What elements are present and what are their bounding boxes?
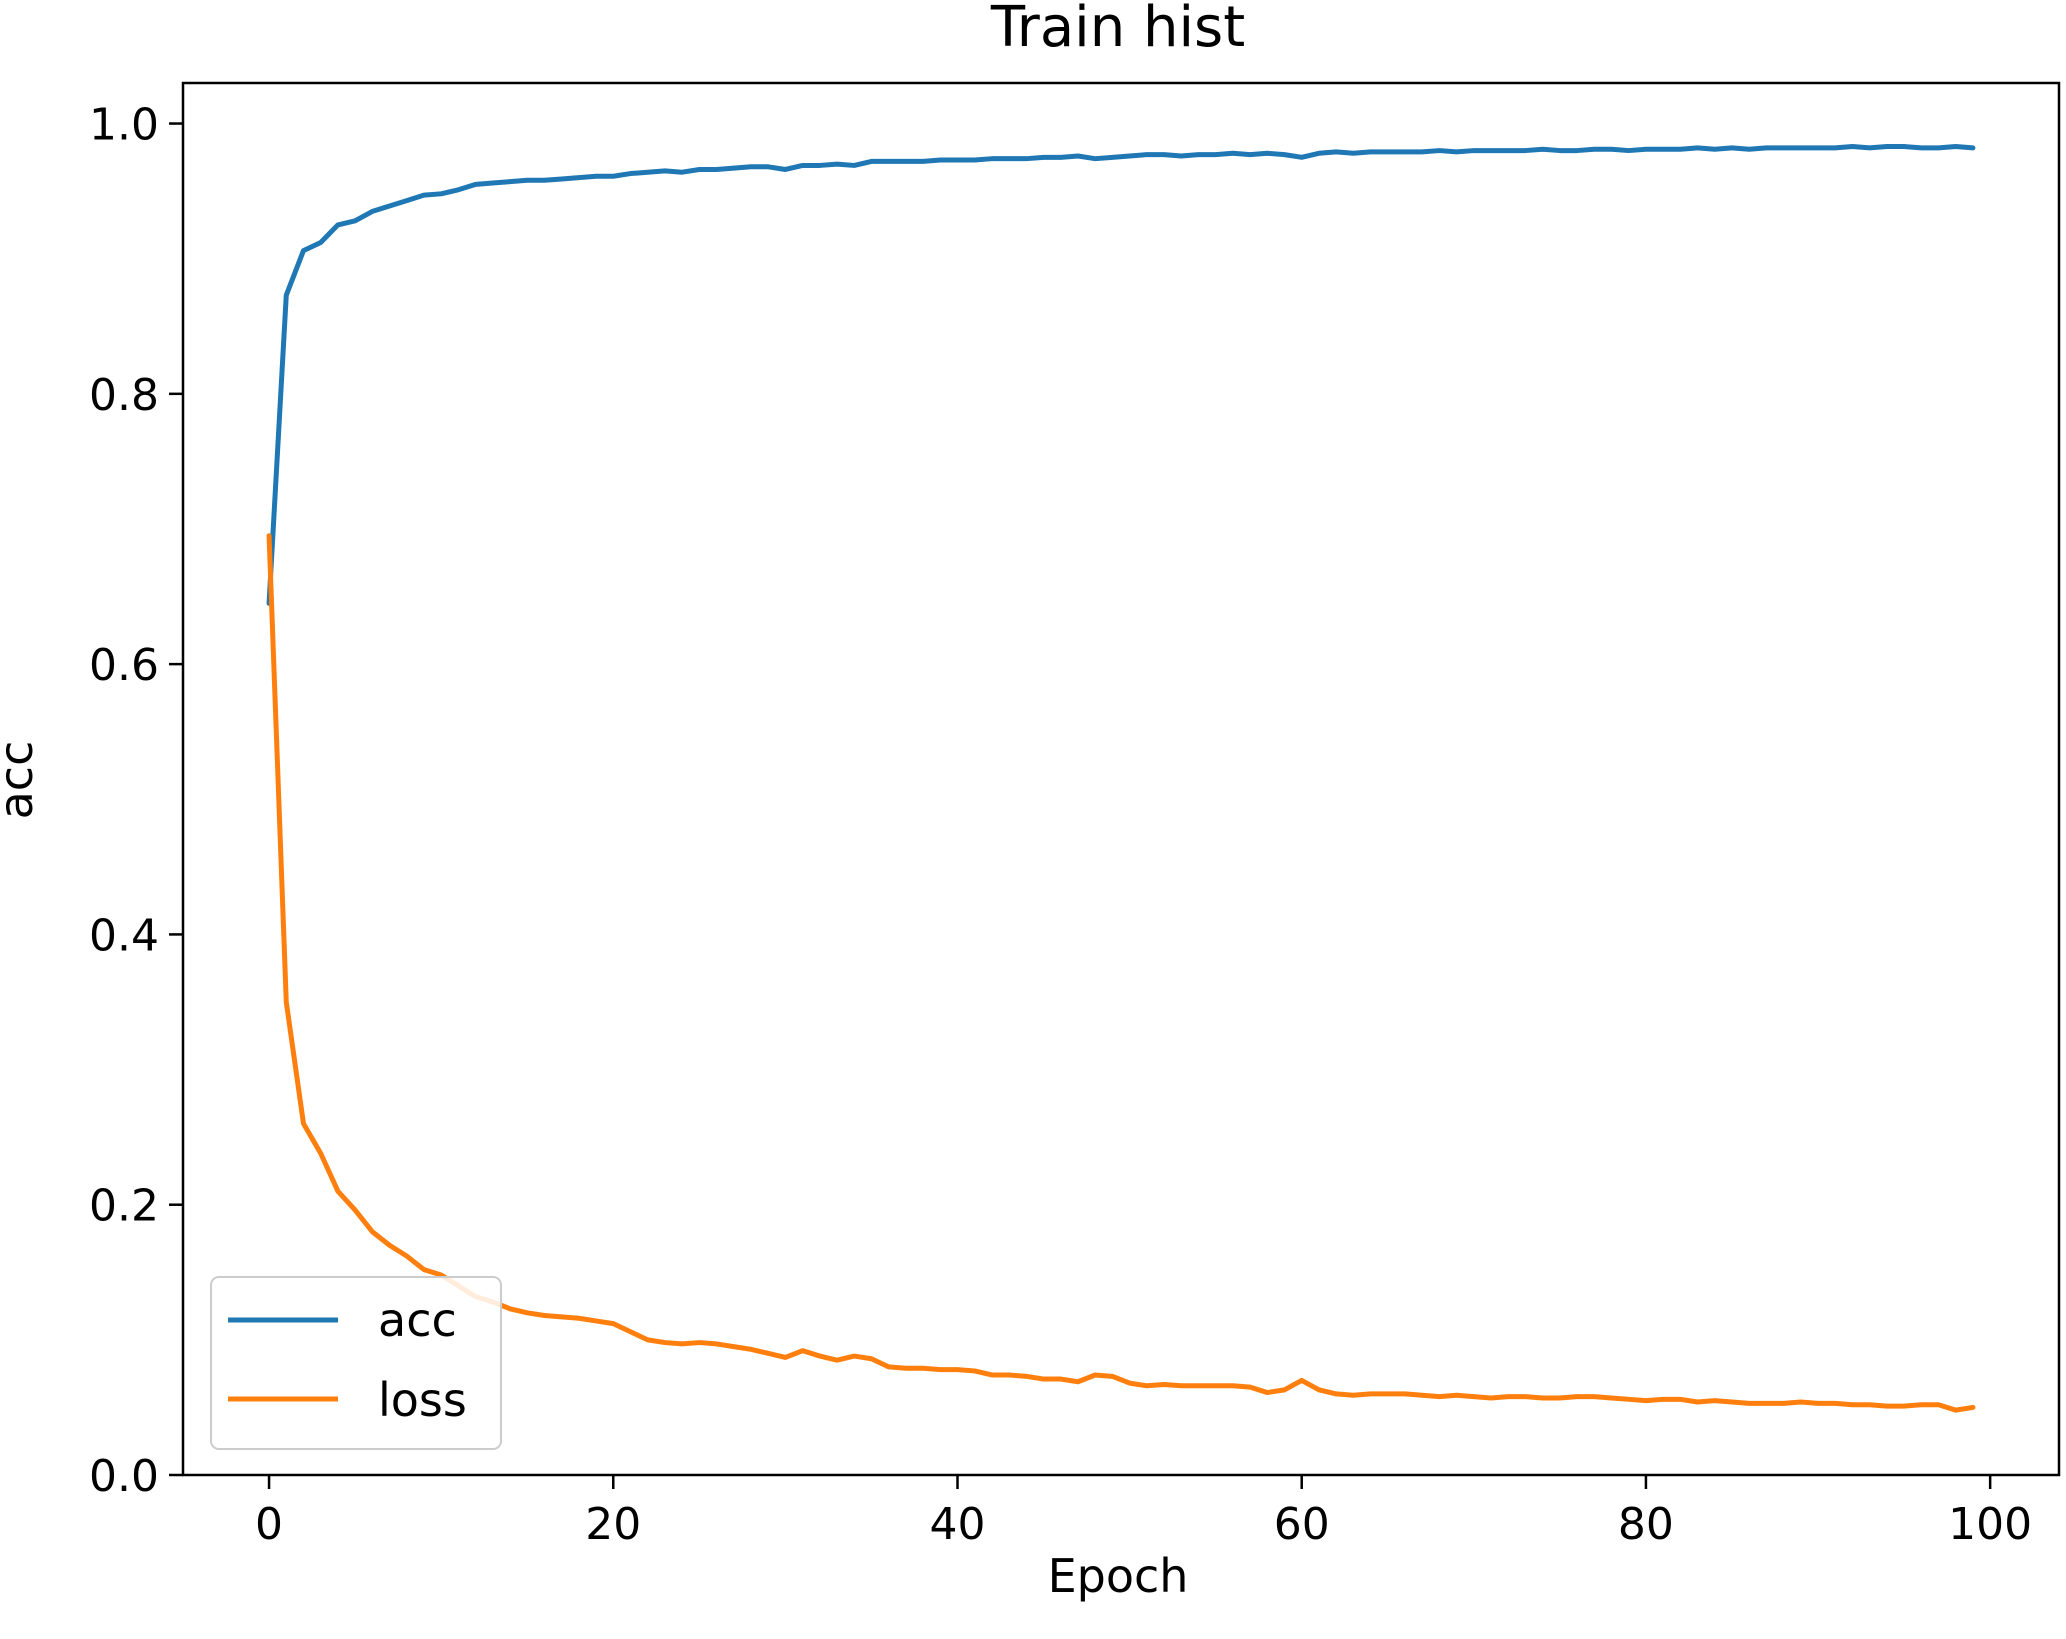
x-tick-label: 20 xyxy=(585,1499,641,1550)
y-tick-label: 0.2 xyxy=(89,1181,159,1232)
y-tick-label: 0.0 xyxy=(89,1451,159,1502)
plot-frame xyxy=(181,81,2061,1477)
x-tick-label: 0 xyxy=(255,1499,283,1550)
y-axis-label: acc xyxy=(0,741,43,820)
y-axis-ticks: 0.0 0.2 0.4 0.6 0.8 1.0 xyxy=(89,100,183,1502)
series-layer xyxy=(266,144,1976,1413)
y-tick-label: 0.6 xyxy=(89,640,159,691)
x-tick-label: 80 xyxy=(1618,1499,1674,1550)
legend-label-loss: loss xyxy=(378,1373,467,1427)
x-axis-label: Epoch xyxy=(1048,1549,1189,1603)
y-tick-label: 1.0 xyxy=(89,100,159,151)
legend: acc loss xyxy=(210,1276,502,1450)
plot-area xyxy=(183,83,2059,1475)
x-tick-label: 100 xyxy=(1948,1499,2032,1550)
x-tick-label: 60 xyxy=(1274,1499,1330,1550)
x-axis-ticks: 0 20 40 60 80 100 xyxy=(255,1475,2032,1550)
y-tick-label: 0.4 xyxy=(89,910,159,961)
chart-title: Train hist xyxy=(990,0,1245,60)
x-tick-label: 40 xyxy=(929,1499,985,1550)
y-tick-label: 0.8 xyxy=(89,370,159,421)
series-line-acc xyxy=(266,144,1976,606)
legend-label-acc: acc xyxy=(378,1293,457,1347)
series-line-loss xyxy=(266,533,1976,1413)
